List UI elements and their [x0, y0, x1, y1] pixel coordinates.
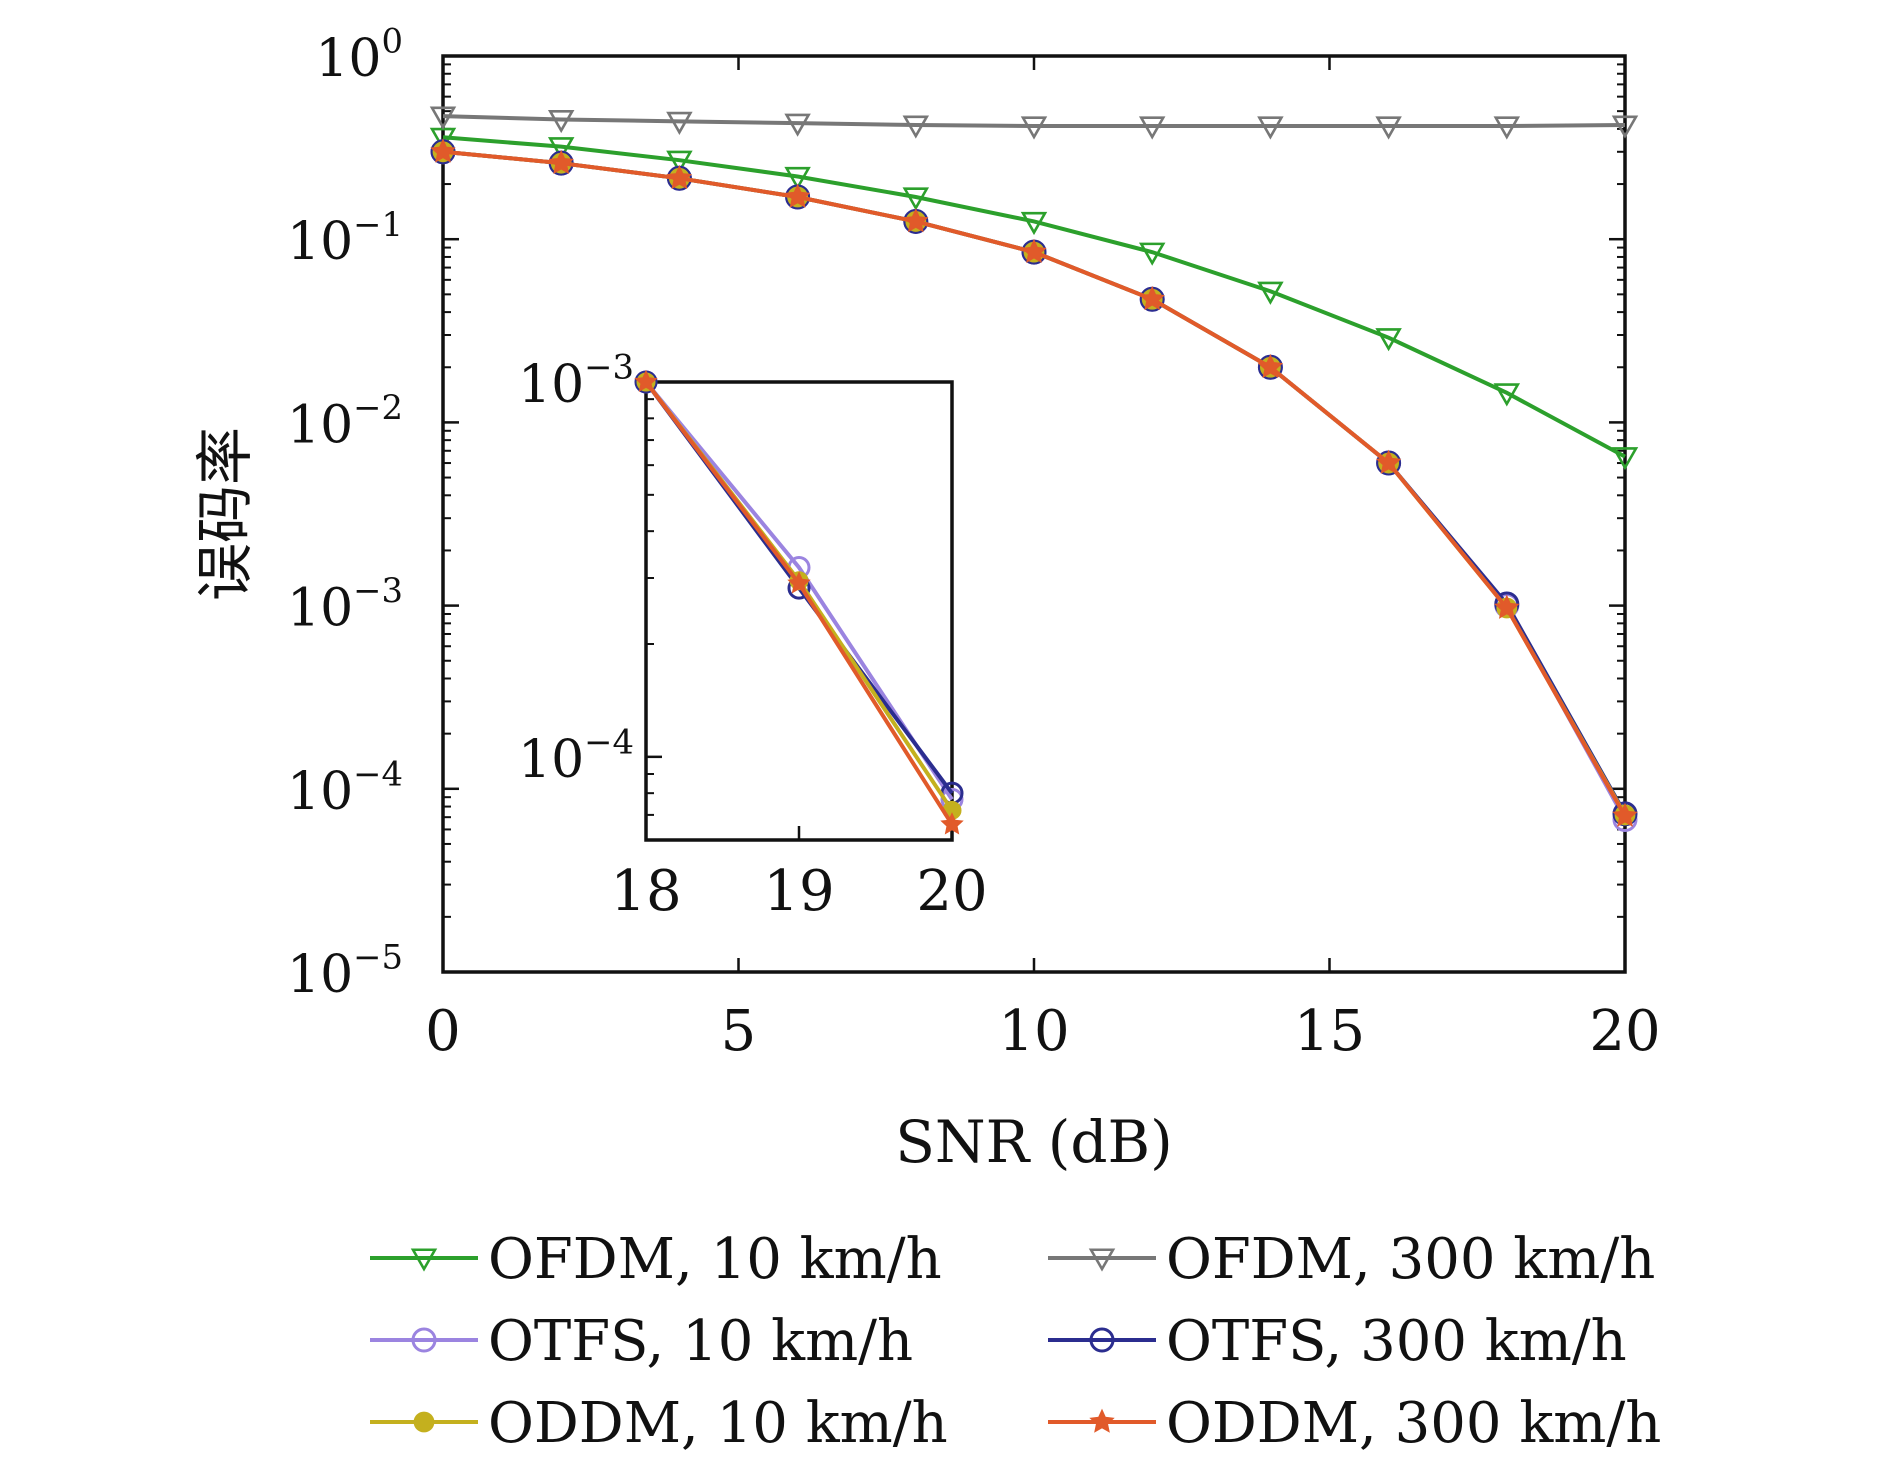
data-point [902, 115, 930, 139]
plot-area [441, 54, 1627, 974]
legend-label: OFDM, 300 km/h [1166, 1227, 1655, 1292]
data-point [666, 111, 693, 135]
legend-label: ODDM, 10 km/h [488, 1391, 948, 1456]
data-point [784, 183, 811, 208]
data-point [1611, 447, 1639, 471]
legend: OFDM, 10 km/h OFDM, 300 km/h OTFS, 10 km/h… [370, 1227, 1661, 1456]
legend-label: OTFS, 300 km/h [1166, 1309, 1627, 1374]
data-point [429, 106, 457, 130]
data-point [1375, 449, 1402, 474]
data-point [1611, 115, 1639, 139]
data-point [1612, 802, 1638, 827]
legend-entry: ODDM, 10 km/h [370, 1391, 948, 1456]
y-tick-label: 10−4 [287, 754, 403, 821]
legend-entry: OTFS, 10 km/h [370, 1309, 913, 1374]
x-tick-label: 20 [1589, 999, 1660, 1064]
data-point [1139, 285, 1165, 311]
inset-y-tick-label: 10−4 [518, 722, 634, 789]
inset-plot: 10−3 10−4 18 19 20 [518, 348, 988, 924]
inset-area [644, 380, 954, 842]
y-tick-label: 10−2 [287, 388, 403, 455]
data-point [1138, 242, 1166, 266]
legend-marker [411, 1327, 437, 1353]
inset-data-point [634, 369, 658, 392]
data-point [1021, 238, 1047, 263]
main-plot: 0 5 10 15 20 100 10−1 10−2 10−3 10−4 10−5 SNR (dB) 误… [191, 22, 1661, 1176]
data-point [1257, 353, 1284, 379]
inset-x-tick-label: 20 [916, 859, 987, 924]
data-point [548, 149, 574, 174]
legend-entry: OFDM, 300 km/h [1048, 1227, 1655, 1292]
x-tick-label: 15 [1294, 999, 1365, 1064]
series-line [442, 114, 1626, 128]
data-point [430, 138, 456, 163]
data-point [1375, 328, 1402, 352]
data-point [547, 137, 575, 161]
x-axis-label: SNR (dB) [895, 1108, 1173, 1176]
data-point [1020, 211, 1048, 236]
data-point [1375, 116, 1402, 140]
data-point [547, 109, 575, 134]
data-point [1493, 383, 1521, 407]
data-point [666, 164, 693, 190]
data-point [1257, 281, 1284, 305]
data-point [903, 208, 929, 233]
x-tick-label: 5 [721, 999, 757, 1064]
legend-label: ODDM, 300 km/h [1166, 1391, 1661, 1456]
legend-marker [1089, 1408, 1115, 1433]
data-point [902, 187, 930, 211]
inset-data-point [940, 812, 964, 835]
x-tick-label: 10 [998, 999, 1069, 1064]
inset-x-tick-label: 19 [763, 859, 834, 924]
data-point [666, 150, 693, 174]
y-tick-label: 10−5 [287, 938, 403, 1005]
legend-marker [413, 1411, 435, 1433]
data-point [1493, 116, 1521, 140]
data-point [784, 166, 811, 191]
legend-marker [1088, 1248, 1116, 1272]
data-point [1494, 594, 1520, 619]
inset-y-tick-label: 10−3 [518, 348, 634, 415]
legend-label: OFDM, 10 km/h [488, 1227, 942, 1292]
legend-marker [410, 1248, 438, 1272]
legend-label: OTFS, 10 km/h [488, 1309, 913, 1374]
y-tick-label: 10−1 [287, 205, 403, 272]
data-point [784, 113, 811, 137]
legend-entry: OTFS, 300 km/h [1048, 1309, 1627, 1374]
inset-x-tick-label: 18 [610, 859, 681, 924]
inset-series-oddm-300-km-h [634, 369, 964, 835]
series-oddm-300-km-h [430, 138, 1638, 827]
y-tick-label: 100 [315, 22, 403, 89]
data-point [1138, 116, 1166, 140]
inset-data-point [787, 571, 811, 594]
x-tick-label: 0 [425, 999, 461, 1064]
data-point [1020, 116, 1048, 140]
series-line [442, 135, 1626, 459]
y-axis-label: 误码率 [191, 427, 259, 601]
y-tick-label: 10−3 [287, 571, 403, 638]
series-ofdm-300-km-h [429, 106, 1639, 140]
legend-entry: OFDM, 10 km/h [370, 1227, 942, 1292]
data-point [1257, 116, 1284, 140]
legend-marker [1089, 1327, 1115, 1353]
legend-entry: ODDM, 300 km/h [1048, 1391, 1661, 1456]
